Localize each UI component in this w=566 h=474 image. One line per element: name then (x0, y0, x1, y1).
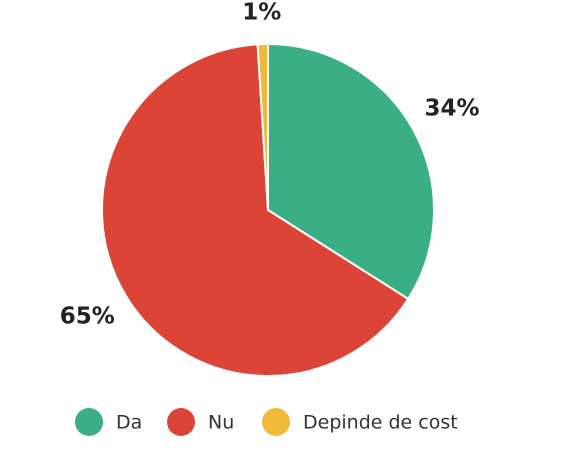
slice-label: 65% (60, 303, 115, 329)
pie-slice (256, 42, 269, 211)
slice-label: 34% (424, 95, 479, 121)
pie-slice (101, 43, 410, 377)
legend-label: Nu (208, 412, 234, 434)
legend-label: Depinde de cost (303, 412, 458, 434)
slice-label: 1% (242, 0, 281, 26)
legend-swatch (262, 408, 290, 436)
legend-swatch (75, 408, 103, 436)
legend-label: Da (116, 412, 142, 434)
legend-swatch (167, 408, 195, 436)
